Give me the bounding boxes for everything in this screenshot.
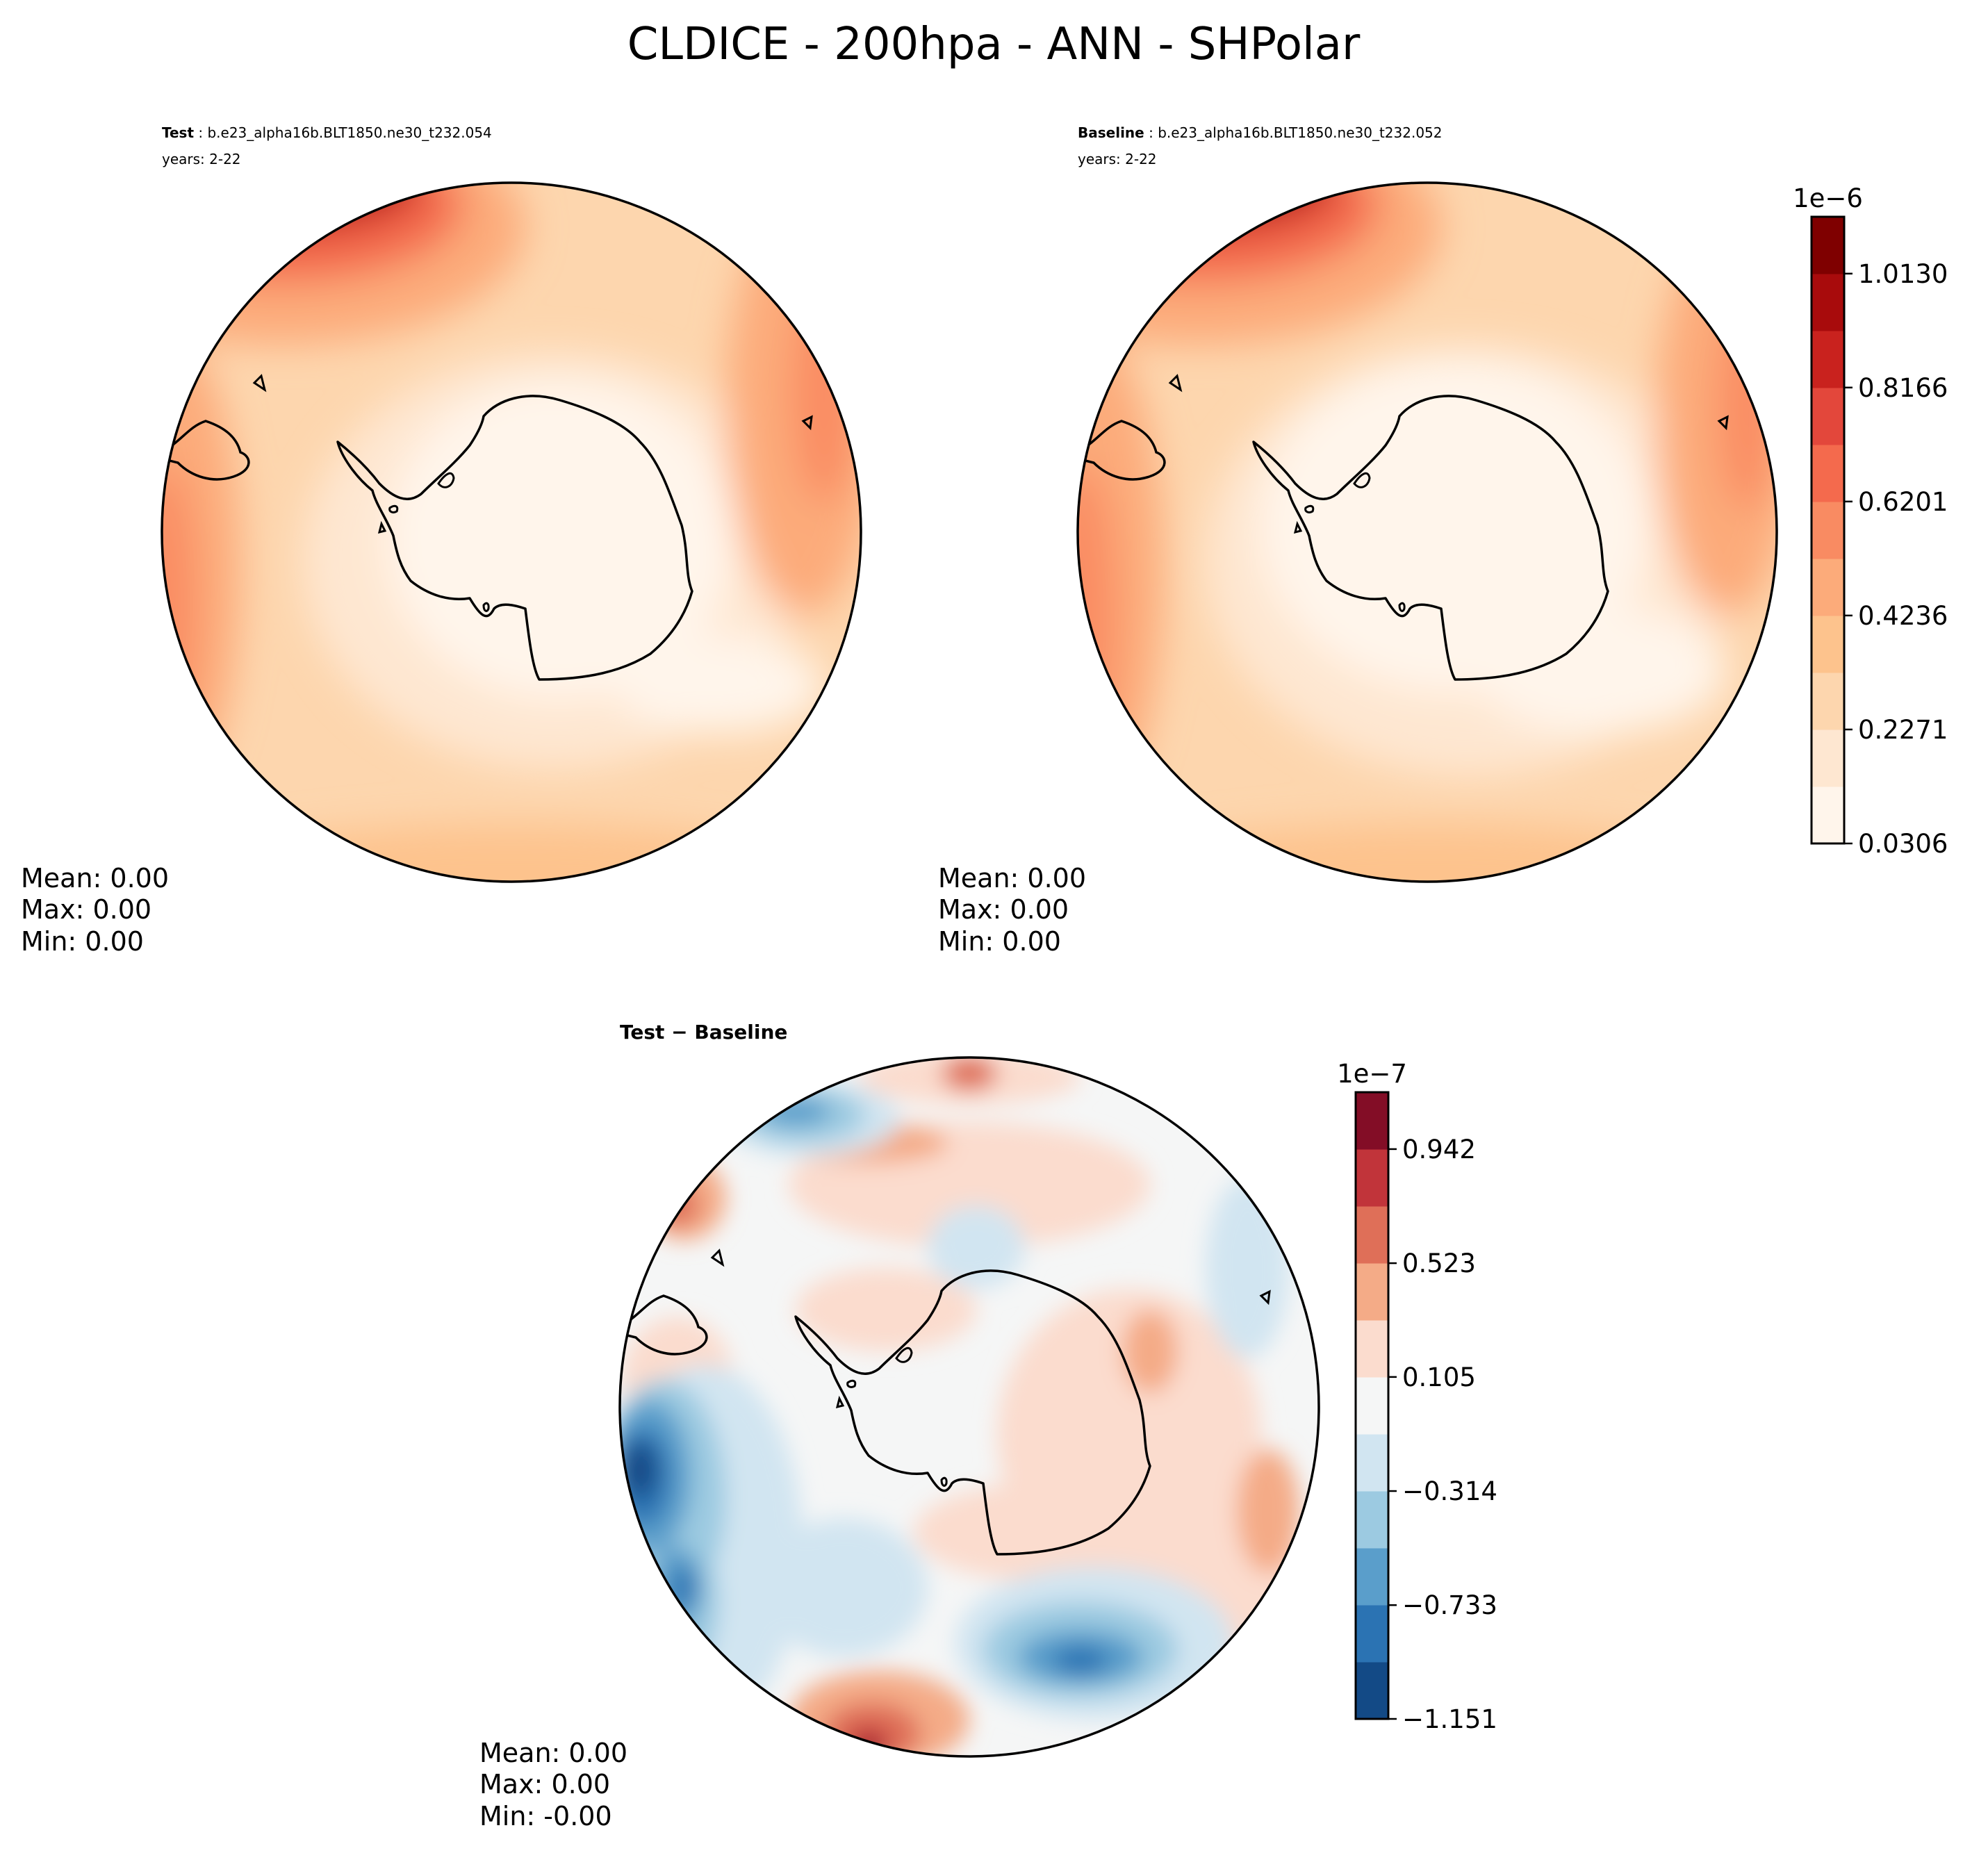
baseline-stat-max: Max: 0.00 <box>938 894 1069 925</box>
div-colorbar-tick-label-4: 0.523 <box>1402 1249 1476 1278</box>
div-colorbar-swatch-6 <box>1356 1320 1388 1378</box>
seq-colorbar-swatch-8 <box>1812 331 1844 388</box>
seq-colorbar-swatch-9 <box>1812 274 1844 331</box>
seq-colorbar-swatch-2 <box>1812 673 1844 730</box>
div-colorbar-frame <box>1354 1091 1390 1720</box>
test-stat-max: Max: 0.00 <box>21 894 151 925</box>
baseline-separator: : <box>1144 124 1158 141</box>
figure-title: CLDICE - 200hpa - ANN - SHPolar <box>627 19 1361 70</box>
baseline-case-name: b.e23_alpha16b.BLT1850.ne30_t232.052 <box>1158 124 1442 141</box>
seq-colorbar-swatch-5 <box>1812 502 1844 559</box>
baseline-panel-label: Baseline <box>1078 124 1144 141</box>
diff-field <box>620 1057 1319 1756</box>
svg-text:Baseline : b.e23_alpha16b.BLT1: Baseline : b.e23_alpha16b.BLT1850.ne30_t… <box>1078 124 1443 141</box>
baseline-boundary <box>1076 181 1778 883</box>
test-stat-min: Min: 0.00 <box>21 926 144 957</box>
div-colorbar-swatch-10 <box>1356 1092 1388 1150</box>
div-colorbar-swatch-2 <box>1356 1548 1388 1606</box>
test-separator: : <box>194 124 207 141</box>
test-years: years: 2-22 <box>162 151 241 167</box>
seq-colorbar-swatch-10 <box>1812 217 1844 274</box>
test-field <box>162 183 861 882</box>
diff-stat-max: Max: 0.00 <box>479 1769 610 1800</box>
seq-colorbar-tick-label-0: 0.0306 <box>1858 829 1948 859</box>
seq-colorbar-tick-label-1: 0.2271 <box>1858 715 1948 745</box>
diff-panel-label: Test − Baseline <box>620 1021 787 1044</box>
baseline-field <box>1078 183 1777 882</box>
seq-colorbar-frame <box>1810 215 1846 845</box>
diff-stat-mean: Mean: 0.00 <box>479 1738 627 1768</box>
div-colorbar-tick-label-3: 0.105 <box>1402 1362 1476 1392</box>
seq-colorbar-swatch-3 <box>1812 616 1844 673</box>
test-panel-label: Test <box>162 124 194 141</box>
baseline-colorbar: 0.0306 0.2271 0.4236 0.6201 0.8166 1.0130 1e−6 <box>1793 183 1948 859</box>
seq-colorbar-swatch-7 <box>1812 388 1844 445</box>
seq-colorbar-swatch-1 <box>1812 730 1844 787</box>
div-colorbar-tick-label-5: 0.942 <box>1402 1135 1476 1164</box>
seq-colorbar-tick-label-2: 0.4236 <box>1858 601 1948 631</box>
div-colorbar-swatch-3 <box>1356 1491 1388 1549</box>
diff-stat-min: Min: -0.00 <box>479 1801 612 1831</box>
diff-colorbar: −1.151 −0.733 −0.314 0.105 0.523 0.942 1e−7 <box>1337 1059 1497 1734</box>
test-case-name: b.e23_alpha16b.BLT1850.ne30_t232.054 <box>207 124 491 141</box>
panel-difference: Test − Baseline <box>479 1021 1497 1831</box>
div-colorbar-tick-label-2: −0.314 <box>1402 1476 1497 1506</box>
test-boundary <box>161 181 862 883</box>
seq-colorbar-tick-label-3: 0.6201 <box>1858 487 1948 517</box>
div-colorbar-swatch-0 <box>1356 1662 1388 1720</box>
div-colorbar-swatch-7 <box>1356 1263 1388 1321</box>
div-colorbar-swatch-5 <box>1356 1377 1388 1435</box>
seq-colorbar-multiplier: 1e−6 <box>1793 183 1863 213</box>
seq-colorbar-swatch-0 <box>1812 787 1844 844</box>
baseline-stat-min: Min: 0.00 <box>938 926 1061 957</box>
baseline-stat-mean: Mean: 0.00 <box>938 863 1086 893</box>
seq-colorbar-swatch-4 <box>1812 559 1844 616</box>
panel-test: Test : b.e23_alpha16b.BLT1850.ne30_t232.… <box>21 124 862 957</box>
div-colorbar-tick-label-0: −1.151 <box>1402 1704 1497 1734</box>
div-colorbar-swatch-4 <box>1356 1434 1388 1492</box>
div-colorbar-swatch-1 <box>1356 1605 1388 1663</box>
panel-baseline: Baseline : b.e23_alpha16b.BLT1850.ne30_t… <box>938 124 1948 957</box>
test-stat-mean: Mean: 0.00 <box>21 863 169 893</box>
seq-colorbar-tick-label-5: 1.0130 <box>1858 259 1948 289</box>
div-colorbar-swatch-8 <box>1356 1206 1388 1264</box>
diff-boundary <box>618 1056 1320 1758</box>
seq-colorbar-swatch-6 <box>1812 445 1844 502</box>
div-colorbar-swatch-9 <box>1356 1149 1388 1207</box>
svg-text:Test : b.e23_alpha16b.BLT1850.: Test : b.e23_alpha16b.BLT1850.ne30_t232.… <box>162 124 492 141</box>
seq-colorbar-tick-label-4: 0.8166 <box>1858 373 1948 403</box>
div-colorbar-multiplier: 1e−7 <box>1337 1059 1407 1089</box>
div-colorbar-tick-label-1: −0.733 <box>1402 1590 1497 1620</box>
baseline-years: years: 2-22 <box>1078 151 1157 167</box>
